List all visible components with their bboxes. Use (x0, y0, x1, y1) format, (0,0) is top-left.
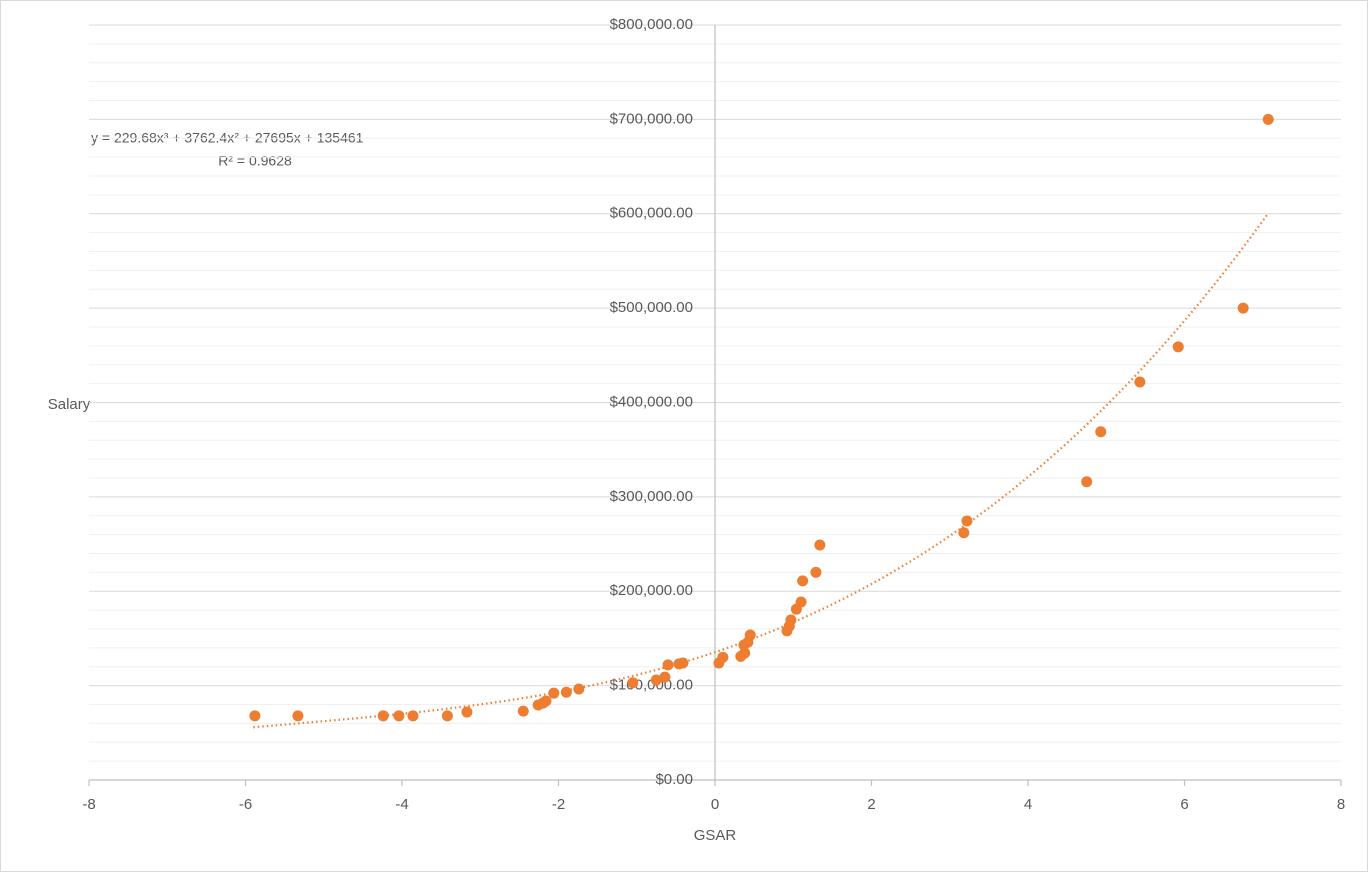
point (814, 539, 826, 551)
point (1081, 476, 1093, 488)
x-tick-label: 2 (867, 796, 875, 813)
y-tick-label: $800,000.00 (610, 16, 693, 33)
point (627, 677, 639, 689)
point (560, 686, 572, 698)
point (1172, 341, 1184, 353)
point (377, 710, 389, 722)
point (662, 659, 674, 671)
y-tick-label: $300,000.00 (610, 488, 693, 505)
point (961, 515, 973, 527)
trendline (253, 212, 1270, 729)
point (785, 614, 797, 626)
x-tick-label: -4 (395, 796, 408, 813)
x-tick-label: -8 (82, 796, 95, 813)
point (1095, 426, 1107, 438)
point (517, 705, 529, 717)
x-axis-title: GSAR (694, 827, 737, 844)
point (744, 629, 756, 641)
point (1134, 376, 1146, 388)
point (1262, 113, 1274, 125)
trendline-equation: y = 229.68x³ + 3762.4x² + 27695x + 13546… (91, 130, 364, 146)
point (795, 596, 807, 608)
point (659, 671, 671, 683)
x-tick-label: 6 (1180, 796, 1188, 813)
y-tick-label: $0.00 (655, 771, 693, 788)
point (292, 710, 304, 722)
y-tick-label: $600,000.00 (610, 205, 693, 222)
x-tick-label: -6 (239, 796, 252, 813)
point (548, 687, 560, 699)
trendline-r-squared: R² = 0.9628 (218, 153, 292, 169)
point (540, 695, 552, 707)
point (810, 566, 822, 578)
point (677, 657, 689, 669)
y-tick-label: $200,000.00 (610, 582, 693, 599)
point (249, 710, 261, 722)
point (441, 710, 453, 722)
x-tick-label: 0 (711, 796, 719, 813)
point (650, 674, 662, 686)
point (797, 575, 809, 587)
x-tick-label: 4 (1024, 796, 1032, 813)
y-tick-label: $400,000.00 (610, 393, 693, 410)
point (461, 706, 473, 718)
point (739, 647, 751, 659)
point (407, 710, 419, 722)
y-axis-title: Salary (48, 396, 91, 413)
point (958, 527, 970, 539)
y-tick-label: $500,000.00 (610, 299, 693, 316)
point (1237, 302, 1249, 314)
point (573, 683, 585, 695)
point (717, 651, 729, 663)
x-tick-label: -2 (552, 796, 565, 813)
x-tick-label: 8 (1337, 796, 1345, 813)
point (393, 710, 405, 722)
y-tick-label: $700,000.00 (610, 110, 693, 127)
